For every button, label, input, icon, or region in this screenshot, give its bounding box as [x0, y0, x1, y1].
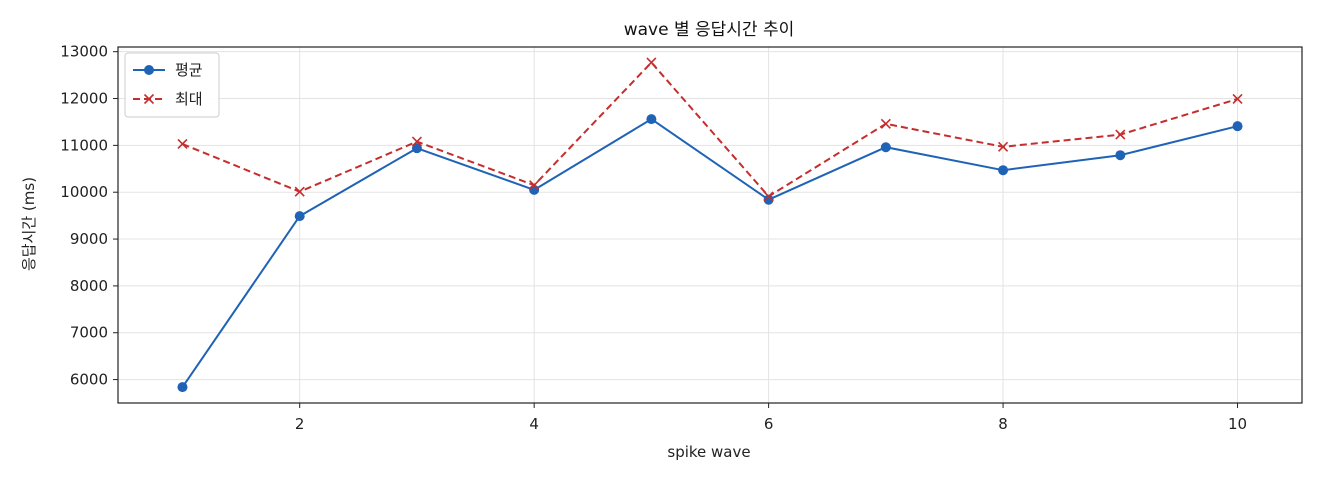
point-marker [763, 191, 774, 202]
legend-item: 평균 [133, 61, 203, 79]
x-tick-label: 2 [295, 415, 305, 433]
plot-frame [117, 46, 1303, 404]
point-marker [998, 165, 1009, 176]
x-tick-label: 6 [764, 415, 774, 433]
point-marker [177, 382, 188, 393]
y-tick-label: 7000 [70, 324, 108, 342]
x-axis-label: spike wave [667, 443, 750, 461]
x-tick-label: 4 [529, 415, 539, 433]
point-marker [411, 143, 422, 154]
y-tick-label: 8000 [70, 277, 108, 295]
y-tick-label: 6000 [70, 371, 108, 389]
point-marker [998, 141, 1009, 152]
plot-series [177, 57, 1243, 393]
series-average [177, 114, 1243, 393]
legend-box [124, 52, 220, 118]
y-tick-label: 11000 [60, 136, 108, 154]
legend-label: 평균 [175, 61, 203, 79]
y-axis-label: 응답시간 (ms) [20, 177, 38, 271]
point-marker [294, 211, 305, 222]
point-marker [1115, 150, 1126, 161]
y-tick-label: 10000 [60, 183, 108, 201]
point-marker [646, 114, 657, 125]
point-marker [1115, 129, 1126, 140]
x-tick-label: 8 [998, 415, 1008, 433]
point-marker [763, 194, 774, 205]
series-maximum [177, 57, 1243, 202]
point-marker [144, 65, 154, 75]
legend-label: 최대 [175, 90, 203, 108]
point-marker [1232, 93, 1243, 105]
y-tick-label: 9000 [70, 230, 108, 248]
legend-item: 최대 [133, 90, 203, 108]
point-marker [880, 142, 891, 153]
y-tick-label: 12000 [60, 90, 108, 108]
y-tick-label: 13000 [60, 43, 108, 61]
point-marker [1232, 121, 1243, 132]
chart-title: wave 별 응답시간 추이 [624, 20, 795, 40]
x-tick-label: 10 [1228, 415, 1247, 433]
point-marker [880, 118, 891, 129]
series-line [181, 118, 1238, 388]
grid [118, 47, 1302, 403]
point-marker [646, 57, 657, 68]
point-marker [143, 93, 155, 105]
point-marker [177, 138, 188, 150]
point-marker [294, 186, 305, 197]
point-marker [529, 184, 540, 195]
point-marker [411, 136, 422, 147]
axis-ticks: 2 4 6 8 10 6000 7000 8000 9000 10000 11000 12000 130… [60, 43, 1247, 433]
series-line [182, 61, 1238, 198]
point-marker [529, 180, 540, 191]
